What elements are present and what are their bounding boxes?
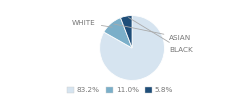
Text: WHITE: WHITE — [72, 20, 112, 27]
Wedge shape — [104, 18, 132, 48]
Wedge shape — [100, 16, 164, 80]
Text: BLACK: BLACK — [129, 18, 193, 53]
Wedge shape — [120, 16, 132, 48]
Text: ASIAN: ASIAN — [114, 24, 192, 41]
Legend: 83.2%, 11.0%, 5.8%: 83.2%, 11.0%, 5.8% — [64, 84, 176, 96]
